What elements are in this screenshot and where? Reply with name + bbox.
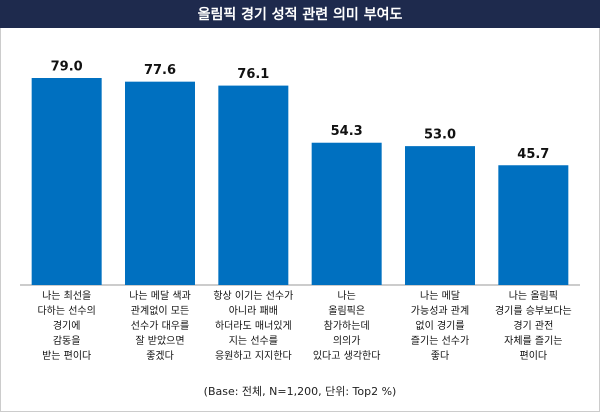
chart-title: 올림픽 경기 성적 관련 의미 부여도 — [198, 6, 403, 23]
bar — [405, 146, 475, 285]
bar — [125, 81, 195, 285]
value-label: 77.6 — [144, 63, 176, 78]
x-tick-label: 나는 올림픽 경기를 승부보다는 경기 관전 자체를 즐기는 편이다 — [494, 291, 572, 362]
x-tick-label: 항상 이기는 선수가 아니라 패배 하더라도 매너있게 지는 선수를 응원하고 … — [213, 291, 294, 362]
x-tick-label: 나는 최선을 다하는 선수의 경기에 감동을 받는 편이다 — [37, 291, 96, 362]
bar — [218, 85, 289, 286]
bar — [31, 78, 102, 285]
value-label: 76.1 — [237, 67, 269, 82]
title-banner — [0, 0, 600, 28]
bar — [498, 165, 569, 285]
value-label: 53.0 — [424, 128, 456, 143]
value-label: 79.0 — [51, 60, 83, 75]
value-label: 54.3 — [331, 124, 363, 139]
bar — [311, 142, 382, 285]
x-tick-label: 나는 메달 색과 관계없이 모든 선수가 대우를 잘 받았으면 좋겠다 — [129, 291, 191, 362]
note: (Base: 전체, N=1,200, 단위: Top2 %) — [204, 385, 397, 398]
x-tick-label: 나는 메달 가능성과 관계 없이 경기를 즐기는 선수가 좋다 — [410, 291, 470, 362]
x-tick-label: 나는 올림픽은 참가하는데 의의가 있다고 생각한다 — [312, 291, 381, 362]
value-label: 45.7 — [517, 147, 549, 162]
